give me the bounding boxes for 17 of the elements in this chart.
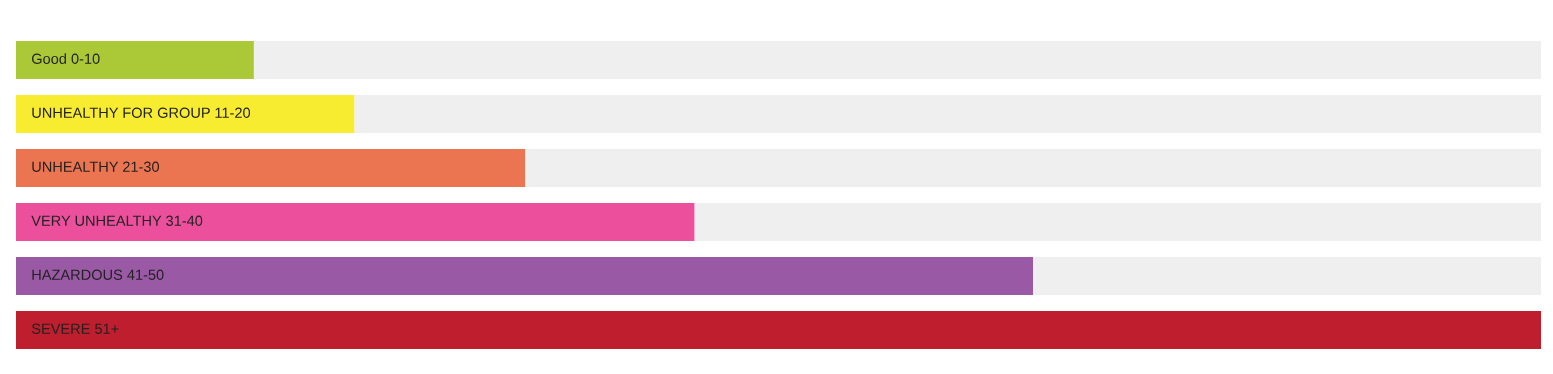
- bar: [525, 149, 1541, 187]
- y-tick-label: SEVERE 51+: [31, 323, 119, 334]
- bar: [354, 95, 1541, 133]
- y-tick-label: UNHEALTHY 21-30: [32, 161, 160, 172]
- bar: [16, 203, 695, 241]
- y-tick-label: Good 0-10: [31, 53, 100, 64]
- y-tick-label: UNHEALTHY FOR GROUP 11-20: [32, 107, 251, 118]
- bar: [694, 203, 1541, 241]
- y-tick-label: HAZARDOUS 41-50: [32, 269, 164, 280]
- bar: [16, 41, 254, 79]
- bar: [16, 311, 1541, 349]
- bar: [16, 95, 355, 133]
- bar: [253, 41, 1541, 79]
- y-tick-label: VERY UNHEALTHY 31-40: [31, 215, 203, 226]
- bar: [16, 149, 526, 187]
- bar: [1033, 257, 1541, 295]
- bar: [16, 257, 1034, 295]
